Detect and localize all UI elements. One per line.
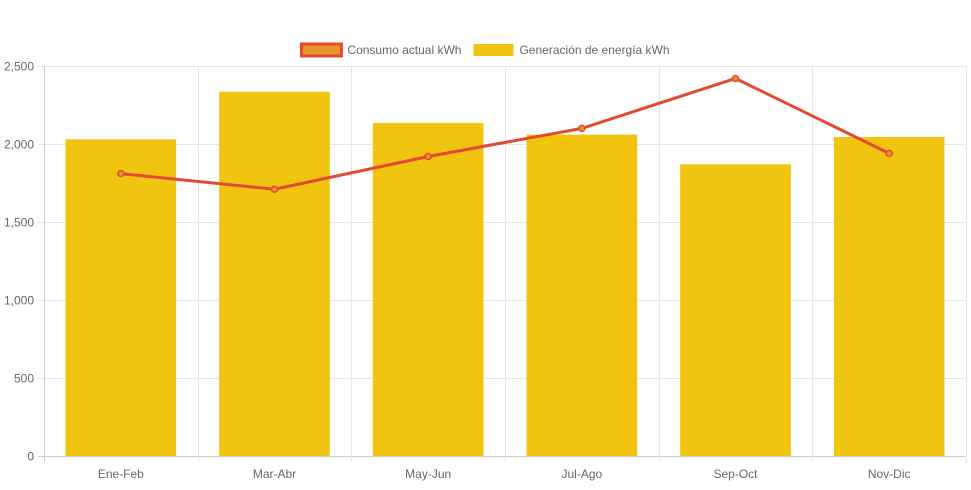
bar-sep-oct — [680, 164, 791, 456]
y-tick-label: 0 — [27, 450, 34, 464]
legend-swatch-consumo — [299, 42, 343, 58]
line-point-may-jun — [424, 152, 432, 161]
x-tick-label: Jul-Ago — [561, 467, 602, 481]
y-tick-label: 1,500 — [4, 216, 34, 230]
bar-nov-dic — [833, 136, 945, 457]
line-point-jul-ago — [578, 124, 586, 133]
consumo-line — [120, 76, 890, 191]
y-tick-label: 500 — [14, 372, 34, 386]
bar-series-generacion — [65, 91, 945, 457]
line-point-sep-oct — [731, 74, 740, 83]
bar-ene-feb — [65, 139, 177, 456]
axes: 0 500 1,000 1,500 2,000 2,500 Ene-Feb Mar-Abr Ma… — [4, 60, 911, 482]
legend: Consumo actual kWh Generación de energía … — [299, 42, 670, 58]
line-series-consumo — [117, 74, 893, 193]
y-tick-label: 2,500 — [4, 60, 34, 74]
line-point-mar-abr — [270, 185, 279, 193]
bar-jul-ago — [526, 134, 638, 456]
x-tick-label: May-Jun — [405, 467, 451, 481]
x-tick-label: Sep-Oct — [713, 467, 758, 481]
x-tick-label: Mar-Abr — [253, 467, 296, 481]
x-tick-label: Ene-Feb — [98, 467, 144, 481]
bar-may-jun — [372, 122, 484, 456]
y-tick-label: 1,000 — [4, 294, 34, 308]
line-point-nov-dic — [885, 149, 893, 158]
x-tick-label: Nov-Dic — [868, 467, 911, 481]
grid-lines — [38, 66, 967, 462]
bar-mar-abr — [219, 91, 330, 457]
legend-label-generacion: Generación de energía kWh — [519, 43, 669, 57]
legend-label-consumo: Consumo actual kWh — [347, 43, 461, 57]
line-point-ene-feb — [117, 169, 125, 178]
y-tick-label: 2,000 — [4, 138, 34, 152]
legend-swatch-generacion — [473, 44, 514, 56]
